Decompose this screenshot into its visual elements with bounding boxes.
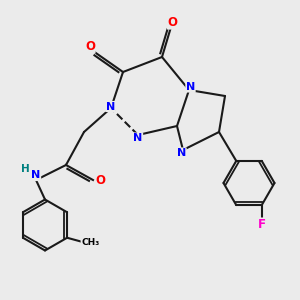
Text: N: N	[186, 82, 195, 92]
Text: CH₃: CH₃	[81, 238, 99, 247]
Text: N: N	[177, 148, 186, 158]
Text: N: N	[32, 170, 40, 181]
Text: O: O	[95, 173, 106, 187]
Text: H: H	[21, 164, 30, 175]
Text: O: O	[167, 16, 178, 29]
Text: O: O	[85, 40, 95, 53]
Text: F: F	[258, 218, 266, 231]
Text: N: N	[134, 133, 142, 143]
Text: N: N	[106, 101, 115, 112]
